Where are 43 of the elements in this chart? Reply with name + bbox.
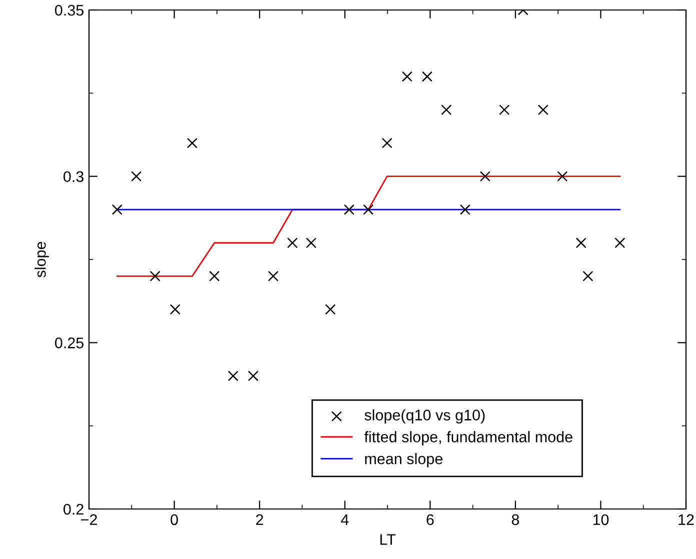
- point: [209, 270, 220, 282]
- legend-label: slope(q10 vs g10): [364, 409, 485, 424]
- x-tick-label: 12: [678, 514, 694, 525]
- point: [441, 104, 452, 116]
- point: [268, 270, 278, 282]
- point: [228, 370, 238, 382]
- point: [538, 104, 548, 116]
- y-axis-title: slope: [34, 242, 49, 278]
- point: [186, 138, 198, 148]
- point: [248, 370, 258, 382]
- legend-label: fitted slope, fundamental mode: [364, 431, 572, 446]
- point: [170, 304, 180, 315]
- point: [131, 171, 142, 182]
- x-tick-label: 0: [170, 514, 178, 526]
- x-axis-title: LT: [380, 534, 396, 545]
- x-tick-label: 6: [426, 514, 434, 526]
- point: [499, 104, 510, 116]
- x-tick-label: 8: [512, 514, 520, 526]
- point: [112, 204, 122, 215]
- x-tick-label: 2: [256, 514, 264, 525]
- point: [614, 238, 626, 248]
- point: [287, 238, 298, 248]
- point: [402, 71, 412, 82]
- x-tick-label: −2: [81, 514, 97, 525]
- y-tick-label: 0.2: [64, 504, 84, 515]
- point: [382, 138, 392, 148]
- point: [480, 171, 490, 182]
- point: [422, 71, 432, 82]
- y-tick-label: 0.35: [55, 4, 84, 16]
- point: [460, 204, 470, 215]
- point: [557, 171, 568, 182]
- point: [150, 270, 160, 282]
- x-tick-label: 4: [340, 514, 349, 525]
- x-tick-label: 10: [593, 514, 609, 526]
- point: [582, 270, 594, 282]
- point: [576, 238, 586, 248]
- point: [325, 304, 336, 315]
- point: [363, 204, 374, 215]
- y-tick-label: 0.25: [55, 338, 84, 348]
- point: [306, 238, 316, 248]
- y-tick-label: 0.3: [64, 171, 84, 182]
- legend-label: mean slope: [365, 453, 442, 468]
- point: [344, 204, 354, 215]
